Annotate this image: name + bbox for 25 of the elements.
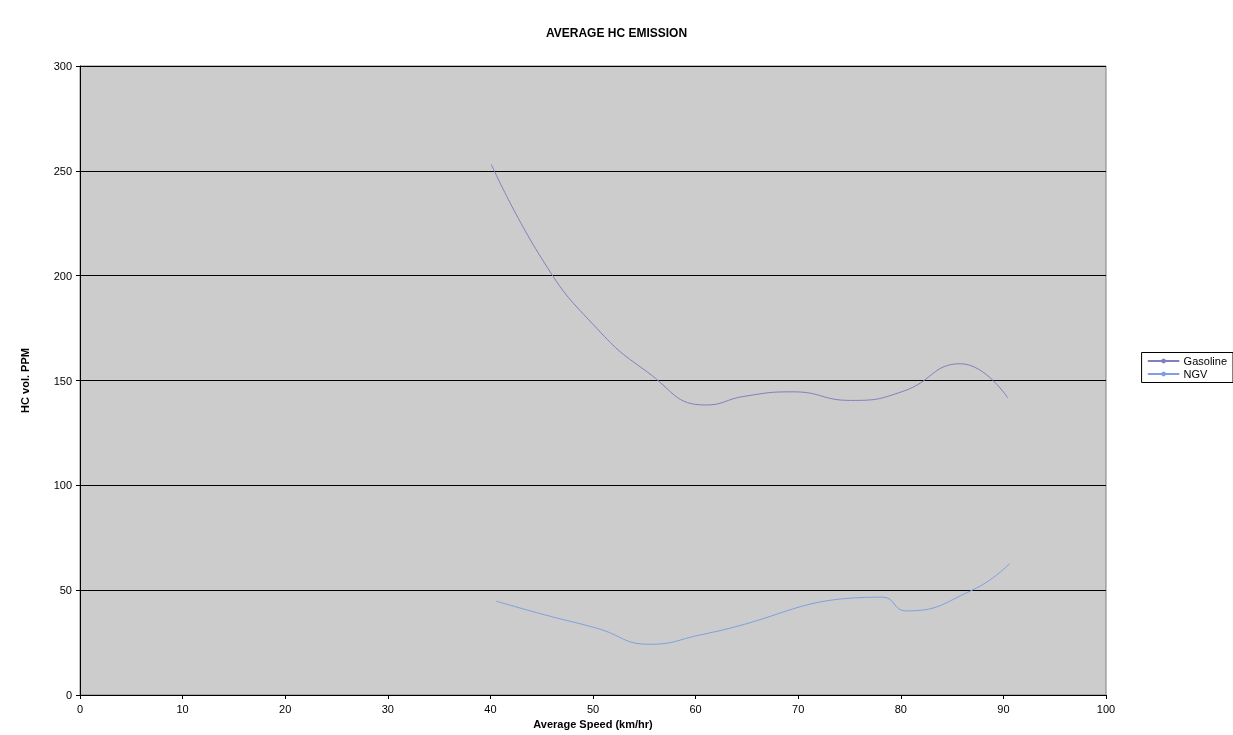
x-tick-label: 40 (484, 702, 497, 715)
y-tick-label: 150 (53, 374, 72, 387)
y-tick-label: 100 (53, 479, 72, 492)
x-tick-label: 90 (997, 702, 1010, 715)
y-axis-title: HC vol. PPM (18, 348, 31, 413)
x-tick-label: 10 (176, 702, 189, 715)
y-tick-label: 300 (53, 60, 72, 72)
x-tick-label: 20 (279, 702, 292, 715)
line-series (496, 563, 1011, 645)
x-tick-label: 0 (76, 702, 84, 715)
x-tick-label: 70 (792, 702, 805, 715)
y-tick-label: 0 (65, 689, 72, 701)
legend-label: Gasoline (1183, 355, 1228, 367)
chart-title: AVERAGE HC EMISSION (545, 26, 688, 40)
x-tick-label: 30 (381, 702, 394, 715)
x-tick-label: 80 (894, 702, 907, 715)
y-tick-label: 200 (53, 269, 72, 282)
y-tick-label: 250 (53, 164, 72, 177)
x-tick-label: 50 (586, 702, 600, 715)
x-tick-label: 60 (689, 702, 702, 715)
x-tick-label: 100 (1096, 702, 1116, 715)
x-axis-title: Average Speed (km/hr) (533, 718, 654, 731)
line-series (490, 164, 1008, 406)
legend-label: NGV (1183, 368, 1209, 380)
y-tick-label: 50 (59, 584, 72, 597)
